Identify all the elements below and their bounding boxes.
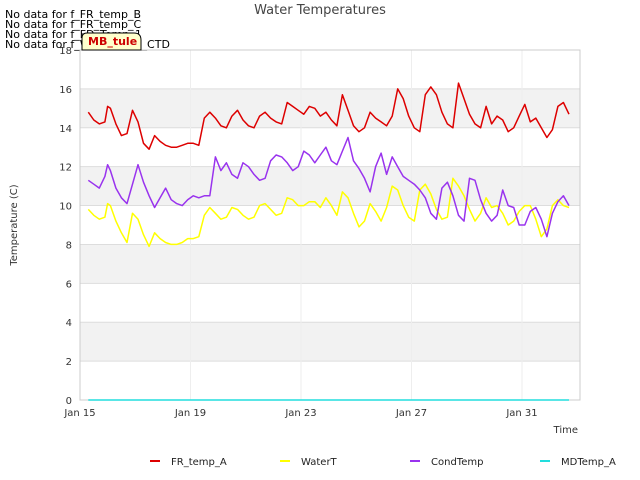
legend-label: FR_temp_A <box>171 457 227 468</box>
x-axis-label: Time <box>553 425 578 436</box>
series-lines <box>87 82 570 401</box>
y-tick-label: 6 <box>66 279 72 290</box>
y-tick-label: 18 <box>59 46 72 57</box>
legend-label: WaterT <box>301 457 338 468</box>
y-axis-ticks: 0 2 4 6 8 10 12 14 16 18 <box>59 46 72 407</box>
no-data-message: No data for f_FR_temp_B <box>5 8 142 21</box>
x-tick-label: Jan 23 <box>284 408 316 419</box>
tooltip: MB_tule <box>81 32 142 51</box>
x-tick-label: Jan 31 <box>505 408 537 419</box>
no-data-message: No data for f_FD_Temp_1 <box>5 28 142 41</box>
x-tick-label: Jan 19 <box>174 408 206 419</box>
y-tick-label: 0 <box>66 396 72 407</box>
y-tick-label: 16 <box>59 85 72 96</box>
chart-title: Water Temperatures <box>254 3 386 18</box>
x-axis-ticks: Jan 15 Jan 19 Jan 23 Jan 27 Jan 31 <box>63 408 537 419</box>
background-band <box>80 88 580 128</box>
background-band <box>80 244 580 284</box>
y-tick-label: 12 <box>59 163 72 174</box>
y-axis-label: Temperature (C) <box>9 184 20 266</box>
x-tick-label: Jan 15 <box>63 408 95 419</box>
no-data-message: No data for f_FR_temp_C <box>5 18 142 31</box>
tooltip-box <box>81 32 142 51</box>
y-tick-label: 4 <box>66 318 72 329</box>
legend-label: CondTemp <box>431 457 483 468</box>
series-line-condtemp <box>87 136 570 238</box>
legend: FR_temp_A WaterT CondTemp MDTemp_A <box>150 457 616 468</box>
series-line-fr-temp-a <box>87 82 570 150</box>
y-tick-label: 2 <box>66 357 72 368</box>
legend-label: MDTemp_A <box>561 457 616 468</box>
background-band <box>80 322 580 362</box>
y-tick-label: 14 <box>59 124 72 135</box>
x-tick-label: Jan 27 <box>395 408 427 419</box>
y-tick-label: 8 <box>66 240 72 251</box>
series-line-watert <box>87 177 570 248</box>
y-tick-label: 10 <box>59 202 72 213</box>
background-band <box>80 166 580 206</box>
tooltip-label: MB_tule <box>88 35 137 48</box>
plot-background-bands <box>80 88 580 362</box>
